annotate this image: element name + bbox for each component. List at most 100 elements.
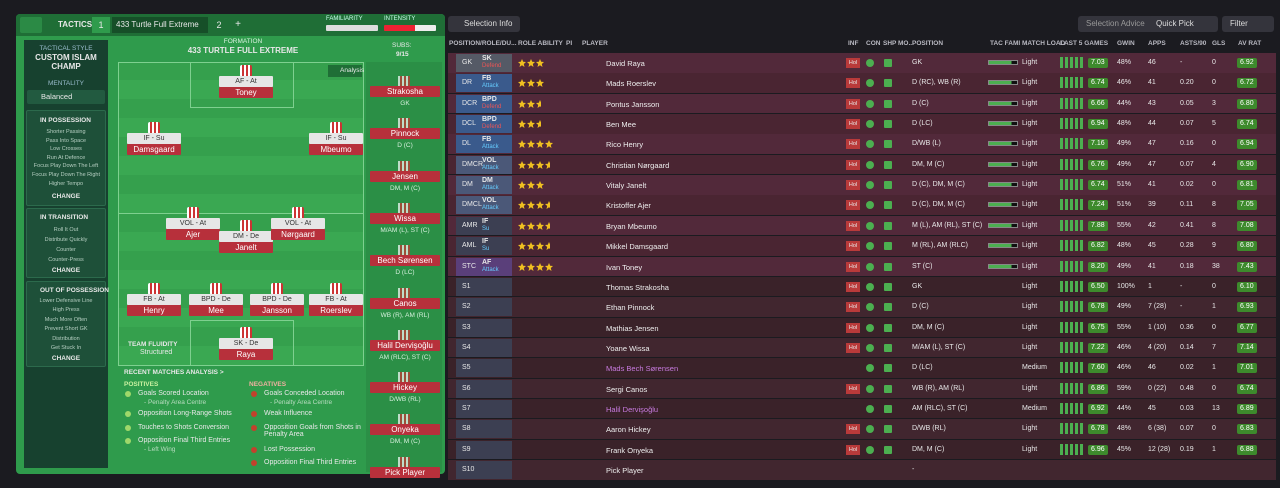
match-load: Light: [1022, 445, 1038, 453]
sub-position: D (LC): [395, 269, 415, 277]
slot-cell: [456, 216, 512, 235]
column-header[interactable]: GLS: [1212, 40, 1226, 47]
player-name[interactable]: Toney: [219, 87, 273, 98]
sub-name[interactable]: Jensen: [370, 170, 440, 182]
player-name[interactable]: Mikkel Damsgaard: [606, 242, 669, 252]
player-name[interactable]: Mathias Jensen: [606, 323, 659, 333]
player-name[interactable]: Pontus Jansson: [606, 99, 660, 109]
analysis-button[interactable]: Analysis: [328, 65, 364, 77]
player-name[interactable]: Ben Mee: [606, 120, 637, 130]
player-role[interactable]: BPD - De: [250, 294, 304, 305]
column-header[interactable]: POSITION: [912, 40, 944, 47]
player-name[interactable]: Rico Henry: [606, 140, 644, 150]
player-name[interactable]: Mee: [189, 305, 243, 316]
column-header[interactable]: LAST 5 GAMES: [1060, 40, 1109, 47]
column-header[interactable]: TAC FAMI: [990, 40, 1021, 47]
player-shirt: [240, 327, 252, 339]
player-role[interactable]: VOL - At: [271, 218, 325, 229]
column-header[interactable]: APPS: [1148, 40, 1166, 47]
tactical-style[interactable]: CUSTOM ISLAM CHAMP: [35, 53, 97, 71]
player-role[interactable]: IF - Su: [309, 133, 363, 144]
player-role[interactable]: FB - At: [309, 294, 363, 305]
player-role[interactable]: VOL - At: [166, 218, 220, 229]
selection-info[interactable]: Selection Info: [448, 16, 521, 32]
column-header[interactable]: MATCH LOAD: [1022, 40, 1066, 47]
player-name[interactable]: Henry: [127, 305, 181, 316]
column-header[interactable]: MO...: [898, 40, 914, 47]
column-header[interactable]: ROLE ABILITY: [518, 40, 563, 47]
player-name[interactable]: Mbeumo: [309, 144, 363, 155]
player-name[interactable]: Janelt: [219, 242, 273, 253]
player-name[interactable]: Halil Dervişoğlu: [606, 404, 659, 414]
sub-name[interactable]: Strakosha: [370, 86, 440, 97]
add-slot[interactable]: +: [235, 19, 241, 30]
sub-name[interactable]: Bech Sørensen: [370, 255, 440, 267]
player-name[interactable]: Roerslev: [309, 305, 363, 316]
column-header[interactable]: CON: [866, 40, 881, 47]
player-role[interactable]: DM - De: [219, 231, 273, 242]
filter[interactable]: Filter: [1222, 16, 1274, 32]
player-name[interactable]: Aaron Hickey: [606, 425, 651, 435]
slot-2[interactable]: 2: [216, 20, 222, 30]
column-header[interactable]: GWIN: [1117, 40, 1135, 47]
back-button[interactable]: [20, 17, 42, 33]
column-header[interactable]: PI: [566, 40, 573, 47]
player-name[interactable]: Mads Bech Sørensen: [606, 364, 679, 374]
player-name[interactable]: Vitaly Janelt: [606, 181, 647, 191]
player-name[interactable]: Pick Player: [606, 466, 644, 475]
last-5-bars: [1060, 57, 1084, 68]
player-name[interactable]: Thomas Strakosha: [606, 282, 669, 292]
player-name[interactable]: Ivan Toney: [606, 262, 643, 272]
column-header[interactable]: AV RAT: [1238, 40, 1262, 47]
player-name[interactable]: Raya: [219, 349, 273, 360]
column-header[interactable]: POSITION/ROLE/DU...: [449, 40, 517, 47]
slot-1[interactable]: 1: [92, 17, 110, 33]
quick-pick[interactable]: Quick Pick: [1148, 16, 1218, 32]
change-button[interactable]: CHANGE: [51, 193, 81, 200]
player-name[interactable]: Ethan Pinnock: [606, 303, 655, 313]
player-role[interactable]: FB - At: [127, 294, 181, 305]
slot: S4: [462, 343, 471, 351]
player-name[interactable]: Yoane Wissa: [606, 343, 650, 353]
tactics-tab[interactable]: TACTICS: [58, 20, 93, 29]
tactic-name[interactable]: 433 Turtle Full Extreme: [112, 17, 208, 33]
column-header[interactable]: PLAYER: [582, 40, 608, 47]
player-role[interactable]: BPD - De: [189, 294, 243, 305]
sub-name[interactable]: Hickey: [370, 382, 440, 394]
player-name[interactable]: Nørgaard: [271, 229, 325, 240]
player-name[interactable]: Damsgaard: [127, 144, 181, 155]
player-name[interactable]: Jansson: [250, 305, 304, 316]
player-name[interactable]: Ajer: [166, 229, 220, 240]
sub-name[interactable]: Wissa: [370, 212, 440, 224]
column-header[interactable]: SHP: [883, 40, 897, 47]
player-name[interactable]: David Raya: [606, 59, 645, 68]
apps: 1 (10): [1148, 323, 1167, 331]
player-name[interactable]: Sergi Canos: [606, 384, 648, 394]
column-header[interactable]: INF: [848, 40, 859, 47]
sub-name[interactable]: Canos: [370, 297, 440, 309]
role-ability: [518, 262, 554, 271]
role-ability: [518, 59, 545, 67]
analysis-title[interactable]: RECENT MATCHES ANALYSIS >: [124, 369, 224, 376]
column-header[interactable]: ASTS/90: [1180, 40, 1207, 47]
mentality[interactable]: Balanced: [27, 90, 105, 104]
sub-name[interactable]: Onyeka: [370, 424, 440, 436]
player-name[interactable]: Frank Onyeka: [606, 445, 654, 455]
player-name[interactable]: Kristoffer Ajer: [606, 201, 651, 211]
sub-name[interactable]: Pick Player: [370, 466, 440, 478]
player-name[interactable]: Christian Nørgaard: [606, 160, 670, 170]
player-name[interactable]: Mads Roerslev: [606, 79, 657, 89]
sub-name[interactable]: Halil Dervişoğlu: [370, 339, 440, 351]
formation-name[interactable]: 433 TURTLE FULL EXTREME: [187, 46, 299, 55]
table-row[interactable]: [448, 460, 1276, 480]
player-role[interactable]: SK - De: [219, 338, 273, 349]
sub-name[interactable]: Pinnock: [370, 128, 440, 140]
duty: Su: [482, 225, 490, 232]
change-button[interactable]: CHANGE: [51, 267, 81, 274]
player-role[interactable]: IF - Su: [127, 133, 181, 144]
player-role[interactable]: AF - At: [219, 76, 273, 87]
selection-advice[interactable]: Selection Advice: [1078, 16, 1153, 32]
change-button[interactable]: CHANGE: [51, 355, 81, 362]
player-name[interactable]: Bryan Mbeumo: [606, 221, 657, 231]
gwin: 49%: [1117, 303, 1132, 311]
